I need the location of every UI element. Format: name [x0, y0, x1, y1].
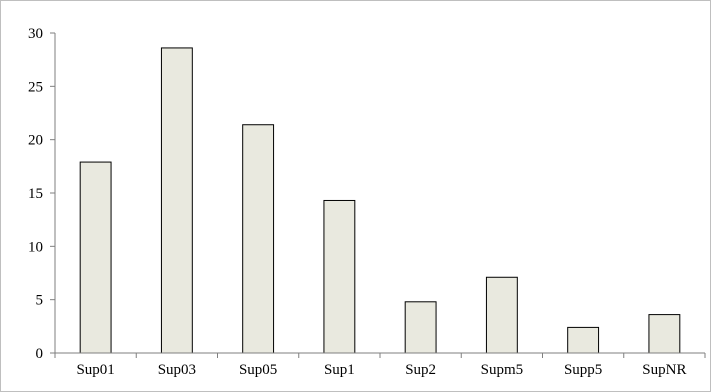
bar-supp5 [567, 326, 600, 354]
y-tick-label: 15 [28, 186, 43, 202]
y-tick-label: 0 [36, 346, 44, 362]
x-tick-label-sup2: Sup2 [405, 362, 436, 378]
x-tick-label-sup1: Sup1 [324, 362, 355, 378]
bar-sup2 [404, 301, 437, 354]
bar-supnr [648, 314, 681, 354]
y-tick-label: 5 [36, 293, 44, 309]
x-tick-label-supm5: Supm5 [481, 362, 524, 378]
bar-sup01 [79, 161, 112, 354]
x-tick-label-sup05: Sup05 [239, 362, 277, 378]
x-axis: Sup01 Sup03 Sup05 Sup1 Sup2 Supm5 Supp5 SupNR [54, 352, 706, 378]
bar-sup05 [242, 124, 275, 354]
y-tick-label: 10 [28, 239, 43, 255]
bar-sup1 [323, 199, 356, 354]
y-tick-label: 30 [28, 26, 43, 42]
y-tick-label: 25 [28, 79, 43, 95]
x-tick-label-supnr: SupNR [642, 362, 686, 378]
bar-sup03 [160, 47, 193, 354]
bars [79, 47, 681, 354]
y-axis: 0 5 10 15 20 25 30 [28, 26, 56, 362]
x-tick-label-supp5: Supp5 [564, 362, 602, 378]
x-tick-label-sup03: Sup03 [158, 362, 196, 378]
bar-supm5 [485, 276, 518, 354]
y-tick-label: 20 [28, 133, 43, 149]
x-tick-label-sup01: Sup01 [76, 362, 114, 378]
